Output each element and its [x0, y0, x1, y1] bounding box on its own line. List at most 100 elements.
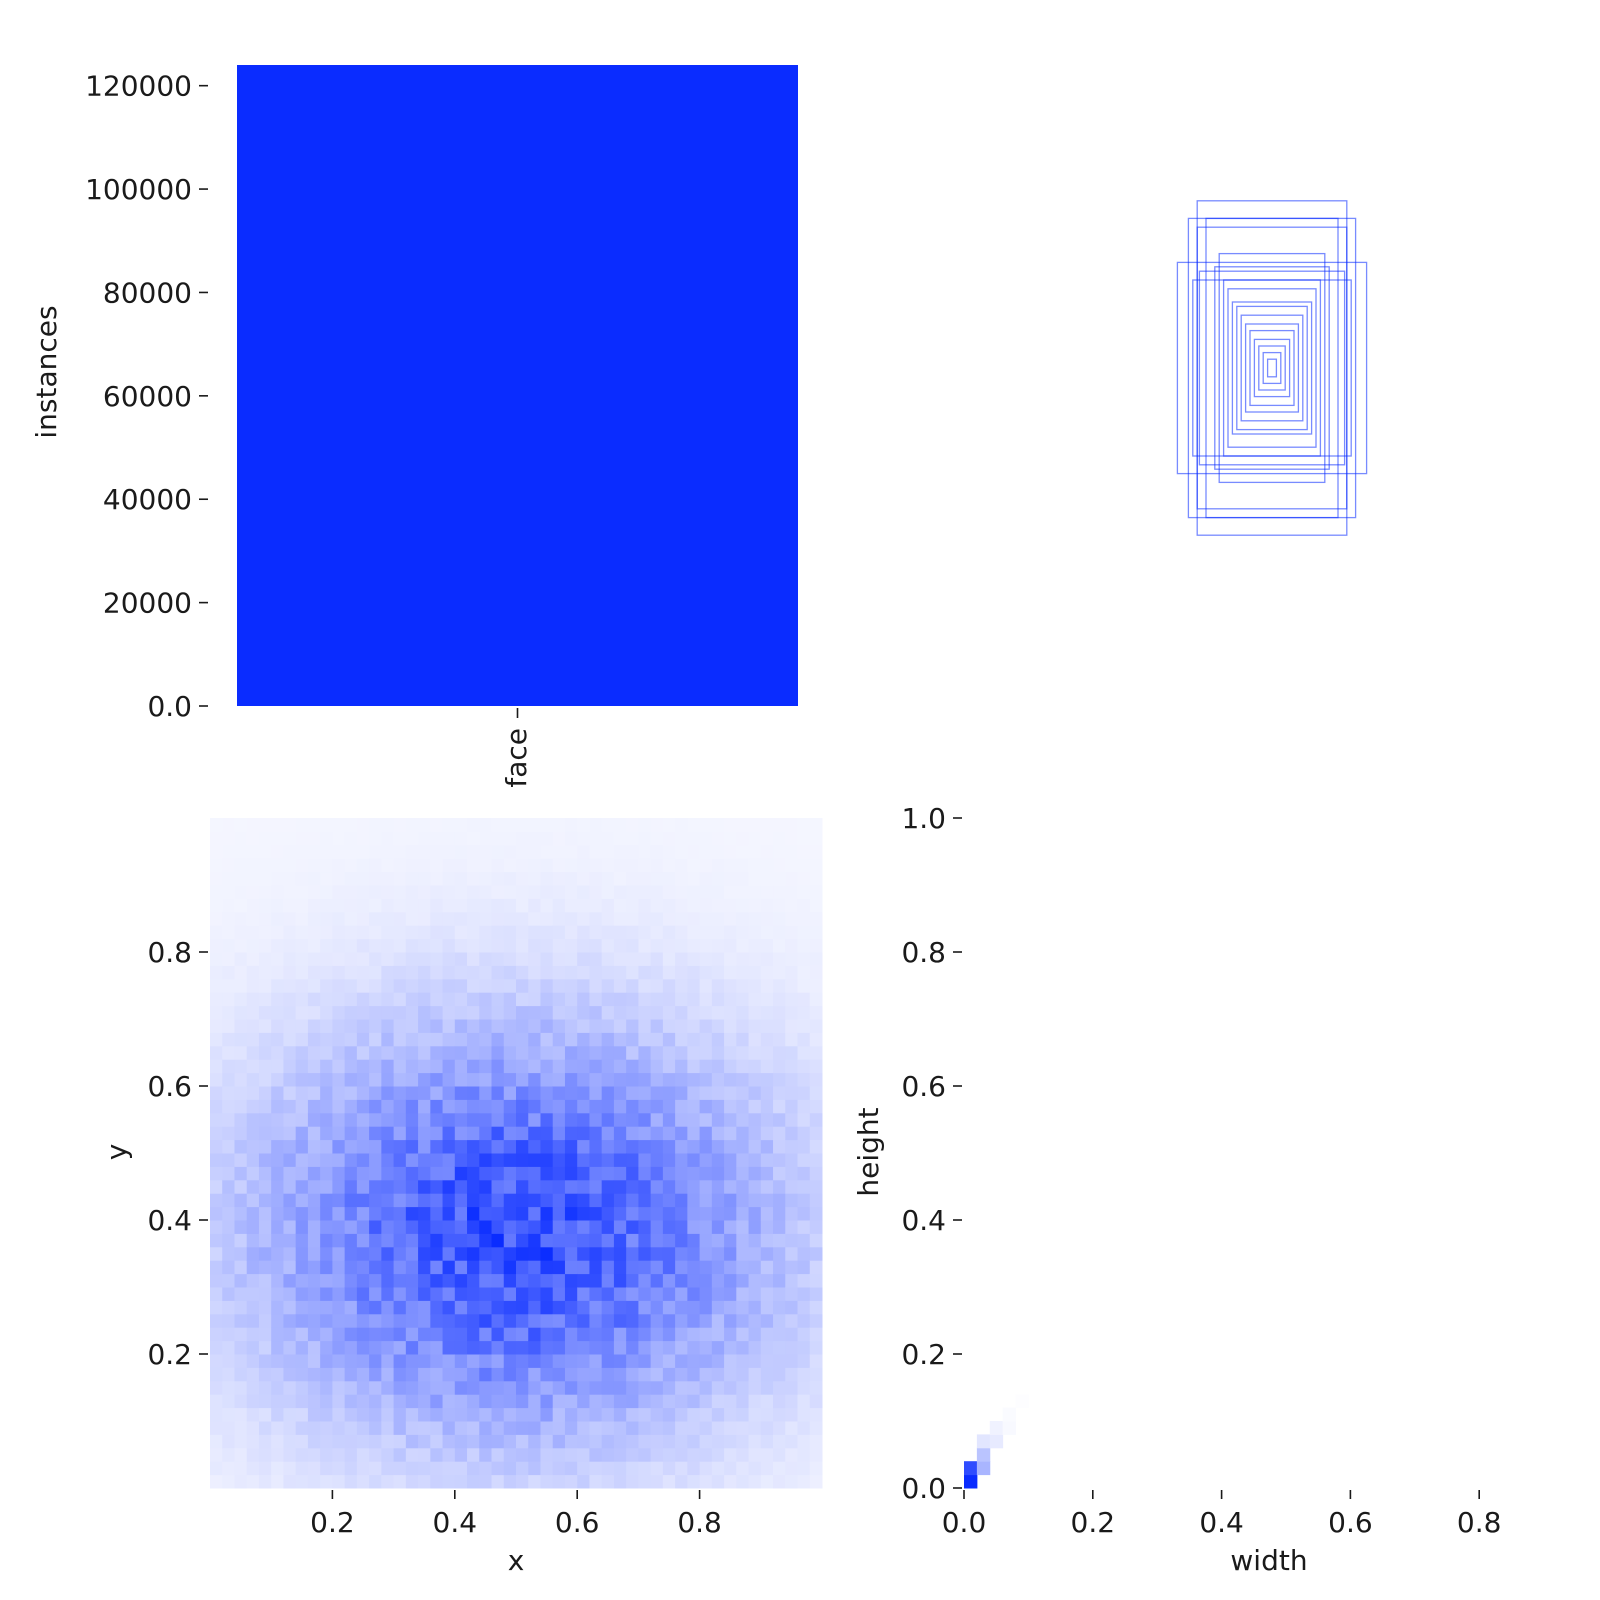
xy-cell	[442, 1313, 456, 1328]
xy-cell	[626, 992, 639, 1007]
xy-cell	[369, 898, 382, 913]
xy-cell	[601, 1380, 615, 1395]
xy-cell	[222, 1206, 235, 1221]
xy-cell	[258, 1380, 272, 1395]
xy-cell	[344, 1005, 358, 1020]
xy-cell	[356, 1380, 370, 1395]
xy-cell	[479, 965, 493, 980]
xy-cell	[381, 925, 395, 940]
xy-cell	[307, 1153, 321, 1167]
xy-cell	[785, 938, 799, 953]
xy-cell	[528, 871, 541, 886]
xy-cell	[736, 1246, 750, 1261]
xy-cell	[295, 978, 309, 993]
xy-cell	[687, 1246, 701, 1261]
xy-cell	[711, 1206, 725, 1221]
xy-cell	[344, 1354, 358, 1368]
xy-cell	[234, 1220, 248, 1234]
xy-cell	[381, 1407, 395, 1422]
xy-cell	[418, 1474, 431, 1489]
xy-cell	[393, 1112, 407, 1127]
xy-cell	[369, 1394, 382, 1409]
xy-cell	[418, 1005, 431, 1020]
xy-cell	[736, 1313, 750, 1328]
xy-cell	[601, 1059, 615, 1074]
xy-cell	[210, 1032, 223, 1047]
xy-cell	[491, 938, 505, 953]
xy-cell	[234, 1327, 248, 1342]
xy-cell	[356, 1099, 370, 1114]
xy-cell	[785, 1139, 799, 1154]
xy-cell	[760, 911, 774, 926]
xy-cell	[736, 885, 750, 899]
xy-cell	[381, 1233, 395, 1248]
xy-cell	[246, 952, 260, 966]
xy-cell	[430, 911, 444, 926]
xy-cell	[711, 1005, 725, 1020]
xy-cell	[418, 871, 431, 886]
xy-cell	[246, 898, 260, 913]
xy-cell	[797, 1233, 811, 1248]
xy-cell	[662, 952, 676, 966]
xy-cell	[675, 1273, 688, 1288]
xy-cell	[650, 1099, 664, 1114]
xy-cell	[320, 1260, 333, 1275]
xy-cell	[479, 1287, 493, 1301]
xy-cell	[626, 898, 639, 913]
xy-cell	[687, 1032, 701, 1047]
xy-cell	[246, 1112, 260, 1127]
xy-cell	[234, 1153, 248, 1167]
xy-cell	[736, 952, 750, 966]
xy-cell	[638, 1126, 652, 1141]
xy-cell	[467, 1394, 480, 1409]
xy-cell	[454, 1340, 468, 1355]
xy-cell	[222, 1421, 235, 1435]
xy-cell	[748, 952, 762, 966]
xy-cell	[589, 1045, 603, 1060]
xy-cell	[797, 1407, 811, 1422]
xy-cell	[785, 818, 799, 832]
xy-cell	[246, 1380, 260, 1395]
xy-cell	[748, 925, 762, 940]
xy-cell	[748, 1112, 762, 1127]
xy-cell	[748, 885, 762, 899]
xy-cell	[773, 871, 786, 886]
xy-cell	[516, 1327, 529, 1342]
xy-cell	[258, 1313, 272, 1328]
xy-cell	[430, 1367, 444, 1382]
xy-cell	[258, 1273, 272, 1288]
xy-cell	[442, 1019, 456, 1033]
xy-cell	[785, 1273, 799, 1288]
xy-cell	[344, 978, 358, 993]
xy-cell	[516, 911, 529, 926]
xy-cell	[699, 1019, 713, 1033]
xy-cell	[307, 978, 321, 993]
xy-cell	[613, 1032, 627, 1047]
xy-cell	[430, 1179, 444, 1194]
xy-cell	[405, 1233, 419, 1248]
xy-cell	[589, 1447, 603, 1462]
xy-cell	[258, 938, 272, 953]
xy-cell	[381, 1380, 395, 1395]
xy-cell	[699, 1447, 713, 1462]
xy-cell	[699, 1126, 713, 1141]
xy-cell	[430, 1045, 444, 1060]
xy-cell	[442, 938, 456, 953]
xy-cell	[369, 1179, 382, 1194]
xy-cell	[785, 925, 799, 940]
xy-cell	[662, 911, 676, 926]
xy-cell	[650, 831, 664, 846]
xy-cell	[503, 1019, 517, 1033]
xy-cell	[295, 1313, 309, 1328]
xy-cell	[638, 1086, 652, 1100]
xy-cell	[577, 952, 590, 966]
xy-cell	[418, 1220, 431, 1234]
xy-cell	[748, 1206, 762, 1221]
xy-cell	[479, 1447, 493, 1462]
xy-cell	[711, 925, 725, 940]
xy-cell	[564, 1354, 578, 1368]
xy-cell	[234, 1380, 248, 1395]
xy-cell	[785, 1421, 799, 1435]
xy-cell	[736, 1153, 750, 1167]
wh-cell-6	[989, 1421, 1004, 1435]
